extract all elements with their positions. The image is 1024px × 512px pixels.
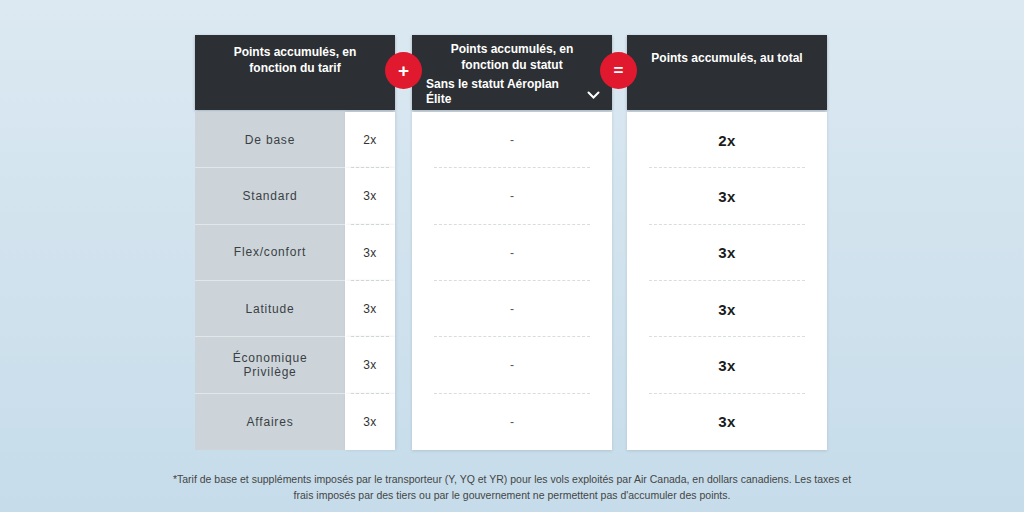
table-row: 3x [627,225,827,281]
chevron-down-icon [587,86,600,104]
fare-column-header: Points accumulés, en fonction du tarif [195,35,395,110]
fare-label: Flex/confort [195,225,345,281]
table-row: Standard 3x [195,168,395,224]
fare-label: Économique Privilège [195,337,345,393]
fare-multiplier: 3x [345,281,395,337]
total-multiplier: 3x [627,225,827,281]
table-row: Affaires 3x [195,394,395,450]
fare-column-title: Points accumulés, en fonction du tarif [195,35,395,76]
status-multiplier: - [412,168,612,224]
status-multiplier: - [412,337,612,393]
status-dropdown[interactable]: Sans le statut Aéroplan Élite [412,73,612,112]
footnote-text: *Tarif de base et suppléments imposés pa… [167,471,857,504]
fare-label: Standard [195,168,345,224]
status-column-title: Points accumulés, en fonction du statut [412,35,612,73]
table-row: - [412,337,612,393]
table-row: - [412,394,612,450]
table-row: 3x [627,394,827,450]
fare-points-column: Points accumulés, en fonction du tarif D… [195,35,395,450]
total-column-title: Points accumulés, au total [627,35,827,67]
status-multiplier: - [412,225,612,281]
plus-operator-icon: + [385,52,422,89]
table-row: 3x [627,337,827,393]
status-multiplier: - [412,394,612,450]
table-row: Flex/confort 3x [195,225,395,281]
status-multiplier: - [412,281,612,337]
fare-column-body: De base 2x Standard 3x Flex/confort 3x L… [195,112,395,450]
table-row: Latitude 3x [195,281,395,337]
status-points-column: Points accumulés, en fonction du statut … [412,35,612,450]
total-multiplier: 3x [627,168,827,224]
table-row: - [412,112,612,168]
table-row: - [412,168,612,224]
total-multiplier: 3x [627,281,827,337]
table-row: Économique Privilège 3x [195,337,395,393]
fare-label: Affaires [195,394,345,450]
table-row: 2x [627,112,827,168]
fare-multiplier: 3x [345,337,395,393]
status-multiplier: - [412,112,612,168]
total-multiplier: 3x [627,394,827,450]
total-column-body: 2x 3x 3x 3x 3x 3x [627,112,827,450]
table-row: De base 2x [195,112,395,168]
equals-operator-icon: = [600,52,637,89]
status-dropdown-value: Sans le statut Aéroplan Élite [426,77,586,106]
status-column-body: - - - - - - [412,112,612,450]
table-row: 3x [627,281,827,337]
fare-label: Latitude [195,281,345,337]
total-column-header: Points accumulés, au total [627,35,827,110]
table-row: - [412,225,612,281]
total-points-column: Points accumulés, au total 2x 3x 3x 3x 3… [627,35,827,450]
fare-multiplier: 3x [345,394,395,450]
status-column-header: Points accumulés, en fonction du statut … [412,35,612,110]
fare-multiplier: 2x [345,112,395,168]
fare-label: De base [195,112,345,168]
fare-multiplier: 3x [345,168,395,224]
fare-multiplier: 3x [345,225,395,281]
total-multiplier: 3x [627,337,827,393]
total-multiplier: 2x [627,112,827,168]
table-row: 3x [627,168,827,224]
table-row: - [412,281,612,337]
